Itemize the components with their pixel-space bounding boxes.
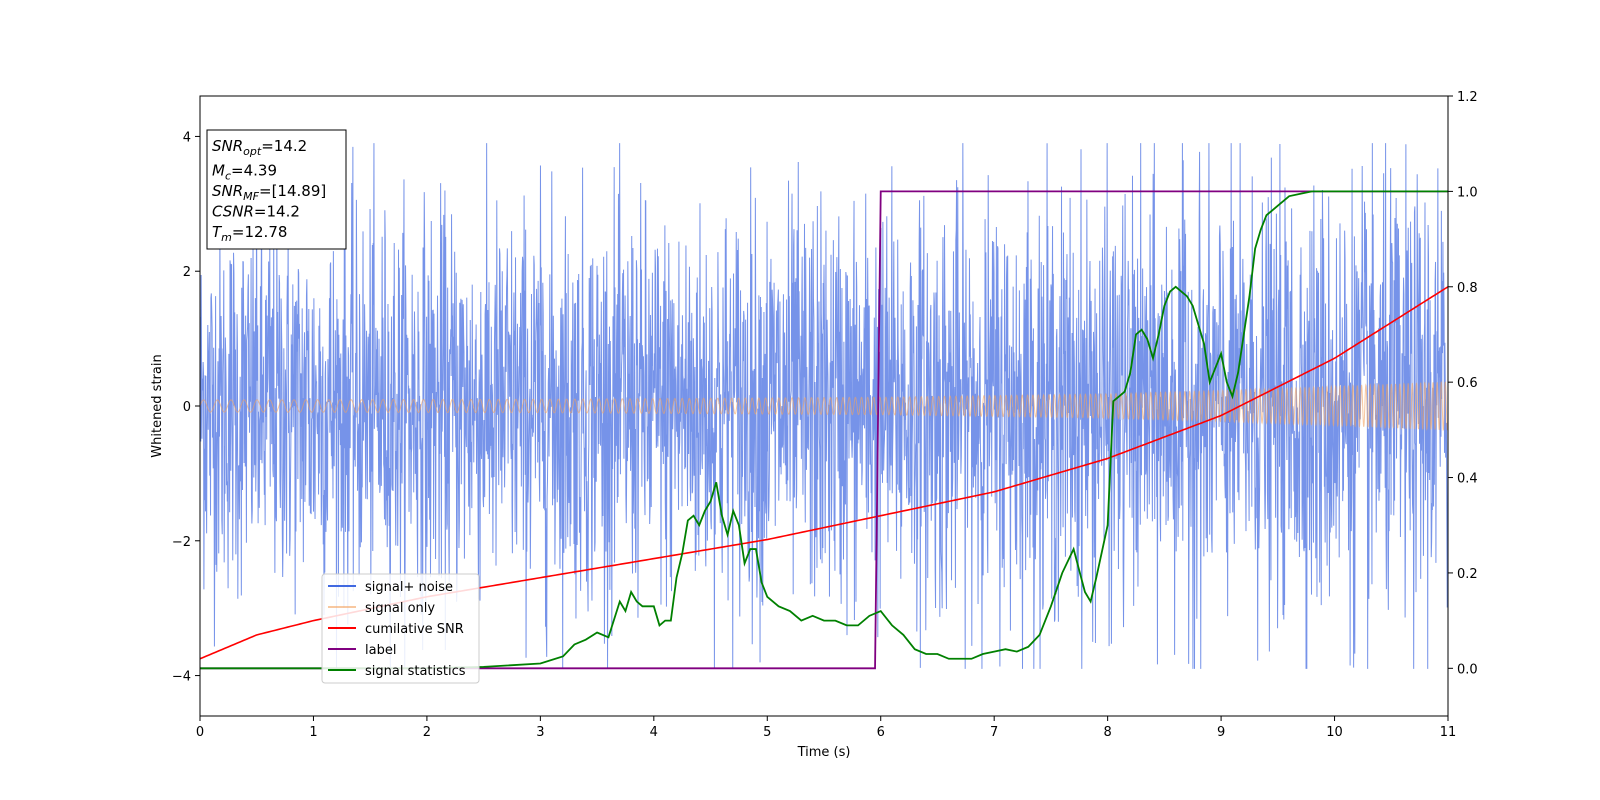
x-tick-label: 7 [990, 725, 998, 740]
y-right-tick-label: 0.0 [1457, 662, 1478, 677]
x-tick-label: 10 [1326, 725, 1343, 740]
x-tick-label: 2 [423, 725, 431, 740]
legend-entry: signal only [365, 601, 435, 616]
x-tick-label: 5 [763, 725, 771, 740]
annotation-line: CSNR=14.2 [212, 203, 300, 221]
series-signal-statistics [200, 190, 1448, 670]
y-left-tick-label: 0 [183, 400, 191, 415]
annotation-line: Tm=12.78 [212, 223, 287, 244]
x-axis: 0 1 2 3 4 5 6 7 8 9 10 11 [196, 716, 1456, 740]
annotation-box: SNRopt=14.2 Mc=4.39SNRMF=[14.89]CSNR=14.2… [206, 129, 347, 250]
legend-entry: cumilative SNR [365, 622, 464, 637]
y-right-tick-label: 1.0 [1457, 185, 1478, 200]
series-label [200, 190, 1448, 670]
x-tick-label: 4 [650, 725, 658, 740]
series-signal-only [200, 381, 1448, 432]
legend-entry: signal+ noise [365, 580, 453, 595]
y-right-tick-label: 0.4 [1457, 472, 1478, 487]
y-right-tick-label: 0.6 [1457, 376, 1478, 391]
y-left-tick-label: −2 [172, 535, 191, 550]
annotation-line: SNRopt=14.2 [212, 137, 307, 158]
y-axis-label: Whitened strain [150, 354, 165, 457]
y-right-tick-label: 1.2 [1457, 90, 1478, 105]
y-left-tick-label: −4 [172, 670, 191, 685]
x-tick-label: 6 [877, 725, 885, 740]
x-axis-label: Time (s) [797, 745, 851, 760]
y-left-tick-label: 4 [183, 130, 191, 145]
x-tick-label: 1 [309, 725, 317, 740]
y-axis-right: 0.0 0.2 0.4 0.6 0.8 1.0 1.2 [1448, 90, 1478, 677]
x-tick-label: 11 [1440, 725, 1457, 740]
series-signal-noise [200, 143, 1448, 669]
x-tick-label: 3 [536, 725, 544, 740]
annotation-line: SNRMF=[14.89] [212, 182, 326, 203]
x-tick-label: 0 [196, 725, 204, 740]
y-right-tick-label: 0.8 [1457, 281, 1478, 296]
legend-entry: signal statistics [365, 664, 466, 679]
legend: signal+ noise signal only cumilative SNR la… [321, 573, 480, 684]
y-axis-left: −4 −2 0 2 4 [172, 130, 200, 685]
x-tick-label: 9 [1217, 725, 1225, 740]
y-left-tick-label: 2 [183, 265, 191, 280]
legend-entry: label [365, 643, 396, 658]
annotation-line: Mc=4.39 [212, 162, 277, 183]
x-tick-label: 8 [1103, 725, 1111, 740]
y-right-tick-label: 0.2 [1457, 567, 1478, 582]
